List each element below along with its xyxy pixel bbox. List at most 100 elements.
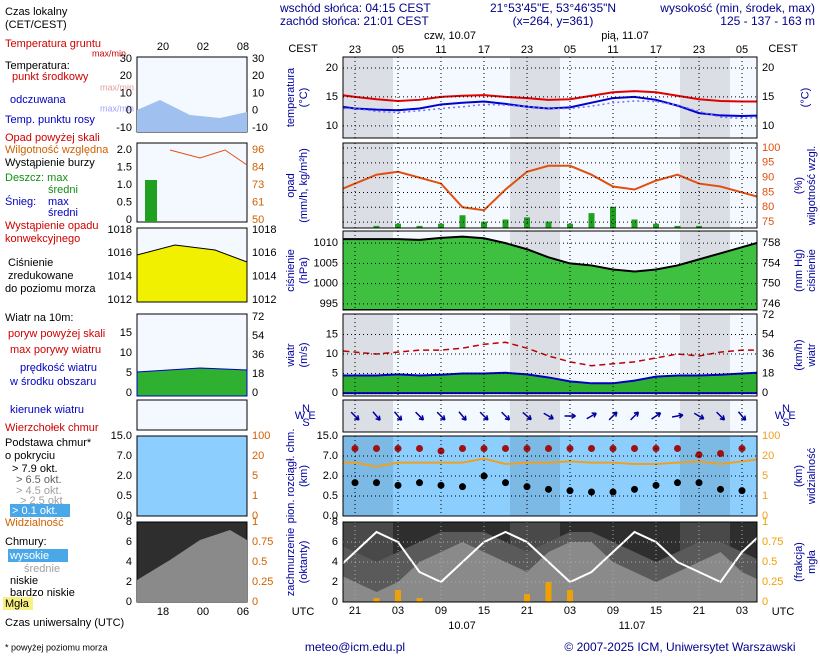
axis-label: (%) — [793, 177, 805, 194]
series-line — [343, 90, 757, 103]
panel-marks — [343, 445, 757, 496]
x-tick-label: 21 — [521, 605, 533, 617]
y2-tick-label: 54 — [762, 328, 774, 340]
mini-hour: 02 — [197, 41, 209, 53]
copyright: © 2007-2025 ICM, Uniwersytet Warszawski — [564, 640, 795, 654]
night-band — [680, 400, 730, 432]
panel-border — [342, 435, 758, 517]
dot — [631, 485, 638, 493]
dot — [437, 447, 445, 455]
x-tick-label: 11 — [607, 44, 618, 56]
dot — [502, 445, 509, 452]
mini-tick-label: -10 — [252, 122, 268, 134]
legend-item: bardzo niskie — [10, 587, 75, 599]
panel-border — [342, 142, 758, 229]
y2-tick-label: 0 — [762, 596, 768, 608]
y2-tick-label: 0.25 — [762, 576, 783, 588]
legend-item: > 4.5 okt. — [16, 485, 62, 497]
y2-tick-label: 0 — [762, 510, 768, 522]
panel-border — [342, 56, 758, 139]
y-tick-label: 0.5 — [323, 490, 338, 502]
panel-border — [342, 230, 758, 311]
axis-label: wiatr — [285, 343, 297, 368]
wind-arrow — [458, 411, 467, 421]
x-tick-label: 23 — [521, 44, 533, 56]
mini-tick-label: 2.0 — [117, 144, 132, 156]
mini-tick-label: 1012 — [252, 294, 276, 306]
x-tick-label: 09 — [607, 605, 619, 617]
panel-border — [342, 521, 758, 603]
y2-tick-label: 754 — [762, 257, 780, 269]
day-label: 11.07 — [619, 620, 646, 632]
mini-tick-label: 15 — [120, 327, 132, 339]
mini-tick-label: 0 — [126, 214, 132, 226]
compass-label: S — [302, 417, 309, 429]
mini-tick-label: 7.0 — [117, 450, 132, 462]
y-tick-label: 15.0 — [317, 430, 338, 442]
y2-tick-label: 75 — [762, 216, 774, 228]
bar — [545, 221, 552, 228]
mini-tick-label: 20 — [252, 450, 264, 462]
mini-tick-label: 73 — [252, 179, 264, 191]
mini-tick-label: 1016 — [252, 247, 276, 259]
bar — [395, 223, 401, 228]
compass-label: W — [775, 410, 786, 422]
y2-tick-label: 15 — [762, 91, 774, 103]
y-tick-label: 1010 — [314, 237, 338, 249]
bar — [459, 215, 466, 228]
legend-item: Chmury: — [5, 536, 47, 548]
x-tick-label: 15 — [478, 605, 490, 617]
dot — [695, 451, 703, 459]
mini-tick-label: 54 — [252, 330, 264, 342]
mini-tick-label: 1 — [252, 516, 258, 528]
panel-marks — [343, 164, 757, 228]
legend-item: średni — [48, 207, 78, 219]
mini-tick-label: 6 — [126, 536, 132, 548]
panel-marks — [343, 530, 757, 602]
y-tick-label: 0 — [332, 596, 338, 608]
axis-label: (°C) — [298, 88, 310, 108]
legend-item: max/min — [92, 48, 126, 58]
legend-item: Podstawa chmur* — [5, 437, 92, 449]
mini-tick-label: 0.5 — [117, 490, 132, 502]
dot — [416, 479, 423, 487]
mini-tick-label: 72 — [252, 311, 264, 323]
legend-item: Wystąpienie burzy — [5, 157, 95, 169]
legend-item: poryw powyżej skali — [8, 328, 105, 340]
panel-bg — [343, 400, 757, 432]
mini-tick-label: 5 — [252, 470, 258, 482]
dot — [631, 445, 638, 452]
legend-item: Wystąpienie opadu — [5, 220, 98, 232]
mini-line — [169, 149, 248, 166]
wind-arrow — [543, 412, 554, 420]
mini-tick-label: 1.0 — [117, 179, 132, 191]
mini-tick-label: 4 — [126, 556, 132, 568]
email: meteo@icm.edu.pl — [305, 640, 405, 654]
y-tick-label: 6 — [332, 536, 338, 548]
mini-tick-label: 0 — [126, 387, 132, 399]
y-tick-label: 4 — [332, 556, 338, 568]
y-tick-label: 5 — [332, 367, 338, 379]
y2-tick-label: 0 — [762, 387, 768, 399]
dot — [652, 481, 660, 489]
night-band — [343, 400, 393, 432]
y-tick-label: 0 — [332, 387, 338, 399]
legend-item: Wiatr na 10m: — [5, 312, 73, 324]
x-tick-label: 17 — [478, 44, 490, 56]
night-band — [510, 143, 560, 228]
mini-hour: 08 — [237, 41, 249, 53]
wind-arrow — [372, 411, 381, 421]
y2-tick-label: 20 — [762, 62, 774, 74]
legend-text: Czas uniwersalny (UTC) — [5, 617, 124, 629]
coords: 21°53'45"E, 53°46'35"N — [490, 1, 616, 15]
compass-label: N — [782, 403, 790, 415]
dot — [674, 479, 681, 487]
legend-highlight — [8, 549, 68, 562]
mini-tick-label: 0 — [252, 596, 258, 608]
mini-tick-label: 8 — [126, 516, 132, 528]
mini-tick-label: 96 — [252, 144, 264, 156]
legend-item: o pokryciu — [5, 450, 55, 462]
day-label: czw, 10.07 — [424, 30, 476, 42]
wind-arrow — [501, 411, 511, 421]
